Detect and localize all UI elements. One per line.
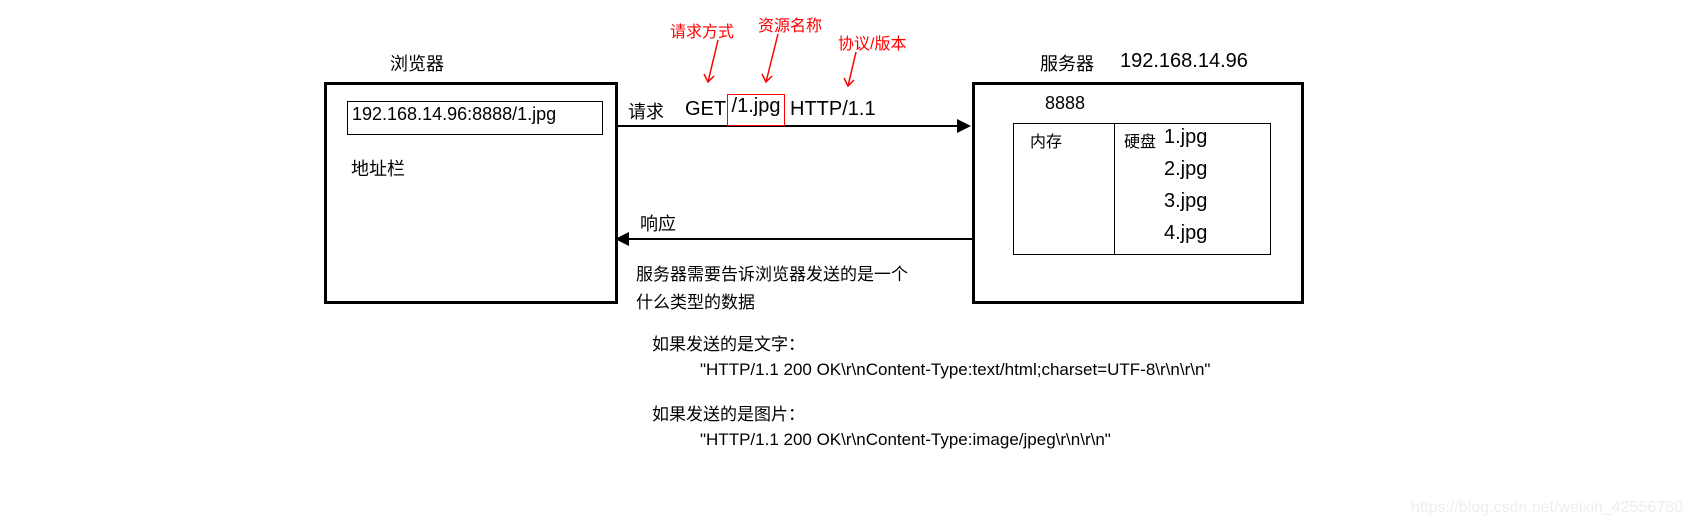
address-bar-label: 地址栏 xyxy=(351,155,405,181)
disk-label: 硬盘 xyxy=(1124,128,1156,152)
server-port: 8888 xyxy=(1045,93,1085,114)
file-3: 3.jpg xyxy=(1164,190,1207,213)
image-case-label: 如果发送的是图片： xyxy=(652,400,805,425)
request-method: GET xyxy=(685,98,726,121)
address-bar: 192.168.14.96:8888/1.jpg xyxy=(347,101,603,135)
response-note-1: 服务器需要告诉浏览器发送的是一个 xyxy=(636,260,908,285)
server-ip: 192.168.14.96 xyxy=(1120,50,1248,73)
text-case-value: "HTTP/1.1 200 OK\r\nContent-Type:text/ht… xyxy=(700,360,1210,380)
response-arrow-line xyxy=(629,238,973,240)
request-resource-box: /1.jpg xyxy=(727,94,785,126)
file-2: 2.jpg xyxy=(1164,158,1207,181)
annotation-resource: 资源名称 xyxy=(758,12,822,36)
file-1: 1.jpg xyxy=(1164,126,1207,149)
red-arrow-resource xyxy=(760,34,790,92)
annotation-protocol: 协议/版本 xyxy=(838,30,906,54)
image-case-value: "HTTP/1.1 200 OK\r\nContent-Type:image/j… xyxy=(700,430,1111,450)
text-case-label: 如果发送的是文字： xyxy=(652,330,805,355)
request-resource: /1.jpg xyxy=(732,95,781,117)
server-box: 8888 内存 硬盘 1.jpg 2.jpg 3.jpg 4.jpg xyxy=(972,82,1304,304)
browser-box: 192.168.14.96:8888/1.jpg 地址栏 xyxy=(324,82,618,304)
annotation-method: 请求方式 xyxy=(670,18,734,42)
memory-label: 内存 xyxy=(1030,128,1062,152)
red-arrow-method xyxy=(700,40,730,95)
request-label: 请求 xyxy=(628,98,664,124)
server-title: 服务器 xyxy=(1040,50,1094,76)
request-protocol: HTTP/1.1 xyxy=(790,98,876,121)
browser-title: 浏览器 xyxy=(390,50,444,76)
red-arrow-protocol xyxy=(842,52,872,94)
watermark: https://blog.csdn.net/weixin_42556780 xyxy=(1411,499,1683,517)
response-arrow-head xyxy=(615,232,629,246)
request-arrow-line xyxy=(615,125,959,127)
request-arrow-head xyxy=(957,119,971,133)
file-4: 4.jpg xyxy=(1164,222,1207,245)
response-note-2: 什么类型的数据 xyxy=(636,288,755,313)
response-label: 响应 xyxy=(640,210,676,236)
storage-table: 内存 硬盘 1.jpg 2.jpg 3.jpg 4.jpg xyxy=(1013,123,1271,255)
